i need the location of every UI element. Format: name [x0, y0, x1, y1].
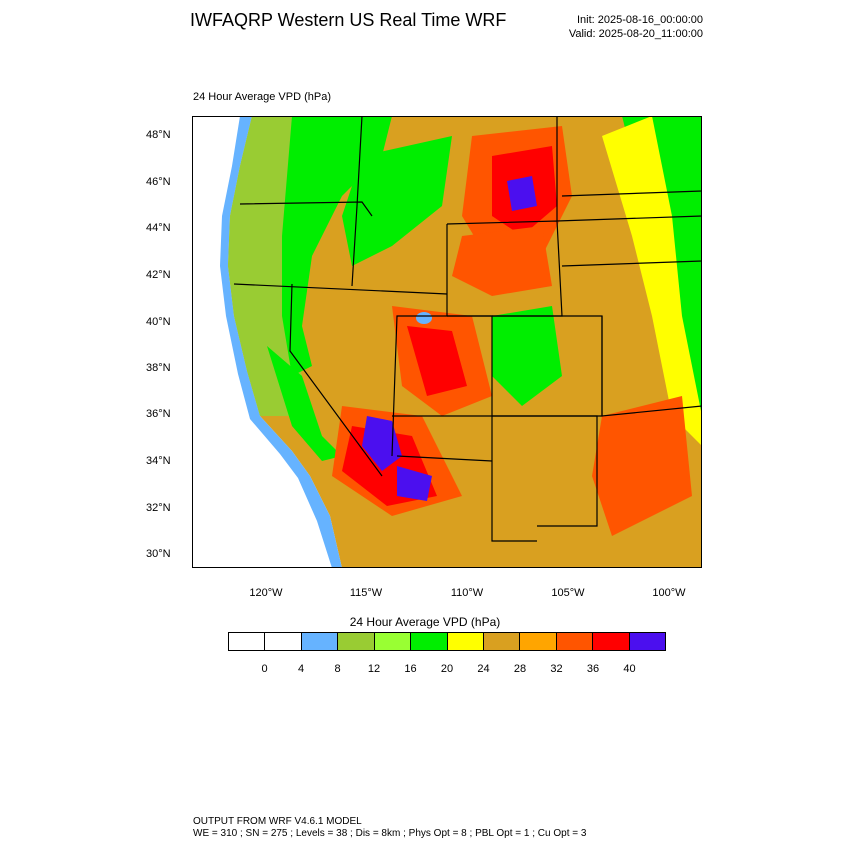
colorbar-cell	[338, 633, 375, 650]
lon-label-120: 120°W	[249, 587, 283, 599]
colorbar-tick-label: 36	[586, 663, 600, 675]
colorbar-tick-label: 4	[297, 663, 305, 675]
colorbar-tick-label: 0	[261, 663, 268, 675]
colorbar-cell	[411, 633, 448, 650]
lon-label-115: 115°W	[349, 587, 383, 599]
colorbar-cell	[374, 633, 412, 650]
colorbar	[228, 632, 666, 651]
utah-red-zone	[407, 326, 467, 396]
valid-time: Valid: 2025-08-20_11:00:00	[568, 28, 703, 40]
colorbar-cell	[520, 633, 557, 650]
texas-hot-zone	[592, 396, 692, 536]
colorbar-cell	[629, 633, 666, 650]
colorbar-tick-label: 32	[550, 663, 563, 675]
colorbar-cell	[447, 633, 484, 650]
plot-title: IWFAQRP Western US Real Time WRF	[190, 10, 507, 30]
pacific-ocean	[220, 116, 342, 568]
colorbar-title: 24 Hour Average VPD (hPa)	[349, 615, 501, 629]
sierra-green	[267, 346, 342, 461]
desert-purple-zone-2	[397, 466, 432, 501]
colorbar-cell	[593, 633, 630, 650]
lon-label-110: 110°W	[450, 587, 484, 599]
lon-label-105: 105°W	[551, 587, 585, 599]
colorbar-cell	[556, 633, 594, 650]
colorbar-tick-label: 24	[477, 663, 490, 675]
map-border	[192, 116, 702, 568]
pnw-green-zone	[282, 116, 392, 376]
colorbar-cell	[229, 633, 266, 650]
colorado-rockies-green	[492, 306, 562, 406]
wyoming-hot-zone	[452, 226, 552, 296]
montana-purple-zone	[507, 176, 537, 211]
colorbar-tick-label: 8	[334, 663, 341, 675]
footer-model-line: OUTPUT FROM WRF V4.6.1 MODEL	[193, 816, 362, 827]
great-salt-lake	[416, 312, 432, 324]
colorbar-cell	[483, 633, 521, 650]
lat-label-44: 44°N	[146, 222, 171, 234]
colorbar-cell	[301, 633, 339, 650]
colorbar-cell	[265, 633, 302, 650]
lat-label-40: 40°N	[146, 316, 171, 328]
lat-label-42: 42°N	[146, 269, 171, 281]
northern-rockies-green	[342, 136, 452, 266]
colorbar-tick-label: 40	[623, 663, 636, 675]
init-time: Init: 2025-08-16_00:00:00	[577, 14, 703, 26]
state-boundaries	[233, 116, 702, 542]
coastal-mild-zone	[228, 116, 302, 416]
lat-label-36: 36°N	[146, 408, 171, 420]
colorbar-tick-label: 16	[404, 663, 417, 675]
vpd-map	[192, 116, 702, 568]
footer-config-line: WE = 310 ; SN = 275 ; Levels = 38 ; Dis …	[193, 828, 587, 839]
lon-label-100: 100°W	[652, 587, 686, 599]
lat-label-34: 34°N	[146, 455, 171, 467]
lat-label-32: 32°N	[146, 502, 171, 514]
lat-label-38: 38°N	[146, 362, 171, 374]
lat-label-30: 30°N	[146, 548, 171, 560]
colorbar-tick-label: 28	[513, 663, 527, 675]
colorbar-tick-label: 20	[440, 663, 454, 675]
colorbar-tick-label: 12	[367, 663, 381, 675]
plains-yellow-zone	[602, 116, 702, 446]
lat-label-48: 48°N	[146, 129, 171, 141]
desert-purple-zone	[362, 416, 402, 471]
map-subtitle: 24 Hour Average VPD (hPa)	[193, 91, 331, 103]
lat-label-46: 46°N	[146, 176, 171, 188]
